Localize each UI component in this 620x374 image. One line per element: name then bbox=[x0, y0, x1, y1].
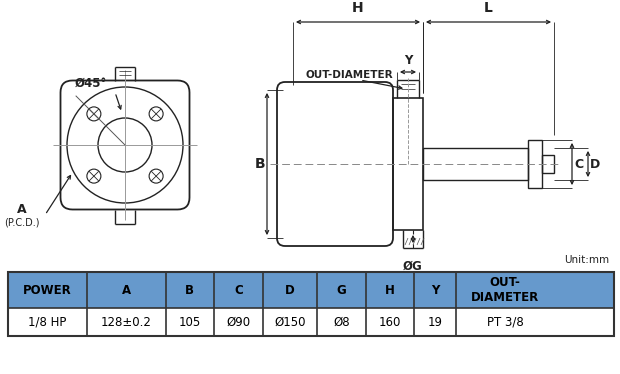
Text: Ø8: Ø8 bbox=[333, 316, 350, 328]
Text: 19: 19 bbox=[428, 316, 443, 328]
Text: OUT-
DIAMETER: OUT- DIAMETER bbox=[471, 276, 539, 304]
Text: D: D bbox=[590, 157, 600, 171]
Text: H: H bbox=[352, 1, 364, 15]
Bar bbox=[528, 140, 542, 188]
Text: ØG: ØG bbox=[403, 260, 423, 273]
Text: G: G bbox=[337, 283, 346, 297]
Text: Ø45°: Ø45° bbox=[75, 76, 107, 89]
Bar bbox=[393, 98, 423, 230]
Bar bbox=[8, 272, 614, 308]
Text: 128±0.2: 128±0.2 bbox=[100, 316, 152, 328]
Text: Y: Y bbox=[404, 54, 412, 67]
Text: OUT-DIAMETER: OUT-DIAMETER bbox=[305, 70, 392, 80]
Text: (P.C.D.): (P.C.D.) bbox=[4, 217, 40, 227]
Bar bbox=[542, 155, 554, 173]
Text: A: A bbox=[122, 283, 131, 297]
Bar bbox=[423, 148, 528, 180]
Text: Ø150: Ø150 bbox=[274, 316, 306, 328]
Text: Ø90: Ø90 bbox=[226, 316, 250, 328]
Text: Unit:mm: Unit:mm bbox=[564, 255, 609, 265]
Text: C: C bbox=[234, 283, 242, 297]
Text: L: L bbox=[484, 1, 493, 15]
Text: B: B bbox=[185, 283, 194, 297]
Bar bbox=[8, 308, 614, 336]
Text: A: A bbox=[17, 203, 27, 216]
Text: C: C bbox=[575, 157, 583, 171]
Text: D: D bbox=[285, 283, 294, 297]
Text: POWER: POWER bbox=[23, 283, 72, 297]
Bar bbox=[8, 272, 614, 336]
Text: Y: Y bbox=[431, 283, 440, 297]
Text: H: H bbox=[385, 283, 395, 297]
Text: 160: 160 bbox=[379, 316, 401, 328]
Text: PT 3/8: PT 3/8 bbox=[487, 316, 523, 328]
Text: B: B bbox=[255, 157, 265, 171]
Text: 105: 105 bbox=[179, 316, 201, 328]
Text: 1/8 HP: 1/8 HP bbox=[28, 316, 66, 328]
